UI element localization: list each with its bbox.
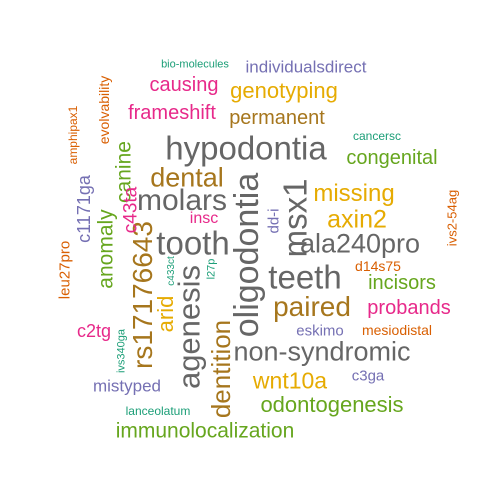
- word-non-syndromic: non-syndromic: [233, 336, 411, 367]
- word-dentition: dentition: [206, 319, 236, 419]
- word-ala240pro: ala240pro: [299, 228, 421, 259]
- word-mistyped: mistyped: [92, 376, 162, 396]
- word-anomaly: anomaly: [94, 209, 118, 289]
- word-amphipax1: amphipax1: [66, 105, 80, 165]
- word-teeth: teeth: [268, 258, 342, 296]
- word-wnt10a: wnt10a: [252, 367, 328, 394]
- word-incisors: incisors: [368, 272, 436, 294]
- word-c433ct: c433ct: [166, 256, 177, 286]
- word-immunolocalization: immunolocalization: [115, 419, 295, 443]
- word-odontogenesis: odontogenesis: [260, 392, 404, 417]
- word-c3ga: c3ga: [351, 367, 385, 385]
- word-missing: missing: [313, 180, 395, 207]
- word-ivs340ga: ivs340ga: [115, 328, 128, 374]
- word-c43ta: c43ta: [120, 186, 142, 234]
- word-l27p: l27p: [205, 258, 218, 280]
- word-c1171ga: c1171ga: [74, 175, 94, 243]
- word-frameshift: frameshift: [128, 102, 216, 124]
- word-permanent: permanent: [229, 107, 325, 129]
- word-ivs2-54ag: ivs2-54ag: [444, 189, 460, 247]
- word-dental: dental: [150, 162, 224, 193]
- word-genotyping: genotyping: [230, 78, 338, 103]
- word-d14s75: d14s75: [355, 258, 401, 274]
- word-paired: paired: [273, 291, 351, 322]
- word-leu27pro: leu27pro: [56, 240, 74, 300]
- word-cancersc: cancersc: [352, 129, 402, 143]
- word-bio-molecules: bio-molecules: [161, 58, 229, 71]
- word-individualsdirect: individualsdirect: [245, 57, 367, 77]
- word-agenesis: agenesis: [171, 264, 207, 390]
- word-tooth: tooth: [156, 224, 230, 262]
- word-evolvability: evolvability: [96, 75, 112, 145]
- word-oligodontia: oligodontia: [228, 172, 266, 338]
- word-molars: molars: [136, 184, 228, 217]
- word-eskimo: eskimo: [296, 322, 344, 340]
- word-mesiodistal: mesiodistal: [361, 322, 433, 338]
- word-lanceolatum: lanceolatum: [125, 404, 191, 418]
- word-congenital: congenital: [346, 147, 438, 169]
- word-hypodontia: hypodontia: [165, 129, 327, 167]
- word-insc: insc: [189, 210, 219, 227]
- word-causing: causing: [149, 74, 219, 96]
- word-axin2: axin2: [327, 205, 387, 234]
- word-arid: arid: [153, 295, 178, 333]
- word-dd-i: dd-i: [265, 208, 283, 234]
- word-c2tg: c2tg: [76, 321, 112, 341]
- word-probands: probands: [367, 297, 451, 319]
